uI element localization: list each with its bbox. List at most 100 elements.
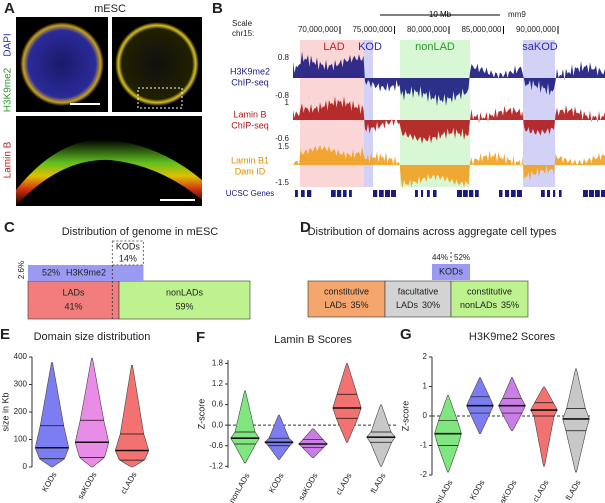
violin (298, 428, 328, 459)
gene (511, 190, 516, 197)
segment (450, 280, 529, 318)
violin (74, 358, 110, 468)
track-max: 1.5 (278, 142, 290, 151)
violin (332, 363, 362, 443)
gene (337, 190, 342, 197)
position-label: 85,000,000 (461, 25, 502, 34)
region-label: LAD (323, 41, 344, 53)
kod-value: 14% (119, 253, 137, 263)
x-tick-label: saKODs (496, 479, 519, 503)
segment-label: LADs 30% (396, 300, 440, 310)
kod-label: KODs (439, 266, 464, 276)
chrom-label: chr15: (232, 29, 254, 38)
kod-bar (432, 264, 470, 280)
segment-name: nonLADs (166, 287, 204, 297)
segment (118, 280, 251, 320)
signal-track (293, 145, 605, 189)
panel-label: D (300, 219, 311, 236)
track-method: Dam ID (235, 166, 266, 176)
panel-label: F (196, 329, 205, 346)
gene (385, 190, 390, 197)
panel-label: E (0, 326, 10, 343)
x-tick-label: nonLADs (430, 479, 454, 503)
panel-title: Distribution of genome in mESC (62, 226, 219, 238)
segment-name: LADs (63, 287, 86, 297)
genes-label: UCSC Genes (226, 189, 274, 198)
segment-value: 35% (351, 300, 369, 310)
h3-label: H3K9me2 (66, 267, 106, 277)
y-tick-label: -1 (420, 441, 428, 450)
y-tick-label: 200 (14, 407, 28, 416)
panel-label: C (4, 219, 15, 236)
panel-label: B (212, 0, 223, 17)
x-tick-label: KODs (267, 472, 285, 495)
chart-title: Domain size distribution (34, 331, 151, 343)
kod-region (364, 40, 373, 187)
y-tick-label: 0.0 (212, 420, 224, 429)
y-tick-label: 0.6 (212, 400, 224, 409)
chart-title: Lamin B Scores (274, 334, 352, 346)
segment-name: constitutive (467, 286, 512, 296)
position-label: 80,000,000 (407, 25, 448, 34)
signal-track (293, 96, 605, 144)
channel-label: H3K9me2 (3, 67, 14, 112)
segment-value: 35% (501, 300, 519, 310)
track-label: Lamin B1 (231, 155, 269, 165)
h3-value: 52% (42, 267, 60, 277)
gene (415, 190, 418, 197)
violin (264, 414, 294, 460)
channel-label: Lamin B (3, 141, 14, 178)
scale-label: Scale (232, 19, 253, 28)
y-tick-label: -2 (420, 470, 428, 479)
track-max: 1 (285, 98, 290, 107)
nucleus (20, 22, 104, 106)
violin (35, 362, 69, 468)
violin (498, 377, 526, 432)
kod-label: KODs (116, 241, 141, 251)
y-tick-label: 0 (423, 411, 428, 420)
gene (541, 190, 545, 197)
region-label: nonLAD (415, 41, 455, 53)
position-label: 75,000,000 (352, 25, 393, 34)
gene (373, 190, 378, 197)
segment-sub: LADs (324, 300, 347, 310)
panel-label: G (400, 326, 412, 343)
segment-label: nonLADs 35% (460, 300, 519, 310)
gene (391, 190, 396, 197)
region-label: KOD (358, 41, 382, 53)
violin (230, 390, 260, 464)
x-tick-label: KODs (40, 471, 58, 494)
gene (433, 190, 437, 197)
segment-value: 59% (176, 301, 194, 311)
gene (349, 190, 352, 197)
panel-title: Distribution of domains across aggregate… (308, 226, 557, 238)
track-min: -0.6 (275, 134, 289, 143)
lamina-band (16, 139, 202, 206)
position-label: 70,000,000 (298, 25, 339, 34)
gene (595, 190, 600, 197)
gene (499, 190, 503, 197)
position-label: 90,000,000 (516, 25, 557, 34)
x-tick-label: saKODs (76, 471, 99, 501)
gene (301, 190, 305, 197)
violin (530, 386, 558, 467)
segment (307, 280, 386, 318)
x-tick-label: fLADs (369, 472, 388, 495)
track-method: ChIP-seq (231, 77, 269, 87)
gene (583, 190, 588, 197)
channel-label: DAPI (3, 33, 14, 56)
x-tick-label: KODs (468, 479, 486, 502)
signal-track (293, 51, 605, 107)
gene (331, 190, 336, 197)
gene (379, 190, 384, 197)
gene (295, 190, 298, 197)
gene (463, 190, 468, 197)
gene (505, 190, 510, 197)
h3-bar (28, 265, 144, 281)
y-tick-label: -1.2 (209, 461, 223, 470)
y-axis-label: size in Kb (0, 392, 10, 431)
track-label: Lamin B (233, 109, 266, 119)
segment-sub: LADs (396, 300, 419, 310)
x-tick-label: nonLADs (227, 472, 251, 503)
